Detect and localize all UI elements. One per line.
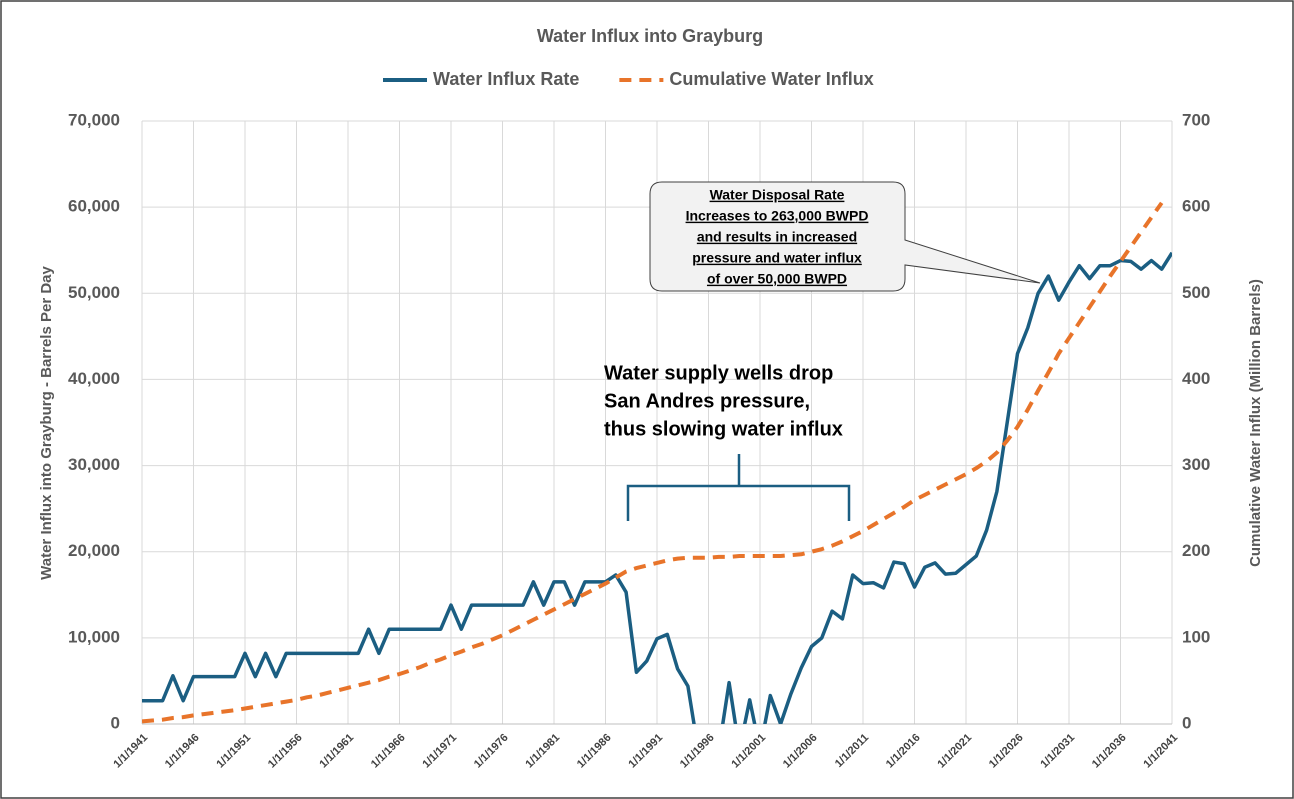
y2-tick-label: 0 [1182, 713, 1191, 732]
y2-axis-title: Cumulative Water Influx (Million Barrels… [1247, 279, 1264, 567]
legend-label: Cumulative Water Influx [669, 69, 873, 89]
callout-text: Water Disposal Rate [710, 187, 845, 203]
callout-text: and results in increased [697, 229, 857, 245]
y2-tick-label: 300 [1182, 455, 1210, 474]
data-line [142, 201, 1164, 724]
y2-tick-label: 600 [1182, 197, 1210, 216]
y-axis-title: Water Influx into Grayburg - Barrels Per… [38, 266, 55, 580]
y-tick-label: 60,000 [68, 197, 120, 216]
y-tick-label: 10,000 [68, 627, 120, 646]
legend-label: Water Influx Rate [433, 69, 579, 89]
y-tick-label: 30,000 [68, 455, 120, 474]
annotation-text: Water supply wells drop [604, 362, 833, 384]
y2-tick-label: 500 [1182, 283, 1210, 302]
callout [649, 181, 1041, 292]
data-line [142, 251, 1172, 724]
y-tick-label: 50,000 [68, 283, 120, 302]
y2-tick-label: 100 [1182, 627, 1210, 646]
callout-text: Increases to 263,000 BWPD [686, 208, 869, 224]
y-tick-label: 20,000 [68, 541, 120, 560]
y-tick-label: 40,000 [68, 369, 120, 388]
annotation-text: thus slowing water influx [604, 418, 843, 440]
callout-text: pressure and water influx [692, 250, 862, 266]
callout-text: of over 50,000 BWPD [707, 271, 847, 287]
y2-tick-label: 400 [1182, 369, 1210, 388]
annotation-text: San Andres pressure, [604, 390, 810, 412]
y2-tick-label: 700 [1182, 110, 1210, 129]
y-tick-label: 70,000 [68, 110, 120, 129]
y-tick-label: 0 [111, 713, 120, 732]
y2-tick-label: 200 [1182, 541, 1210, 560]
annotation-bracket [626, 454, 851, 521]
chart-title: Water Influx into Grayburg [537, 26, 763, 46]
